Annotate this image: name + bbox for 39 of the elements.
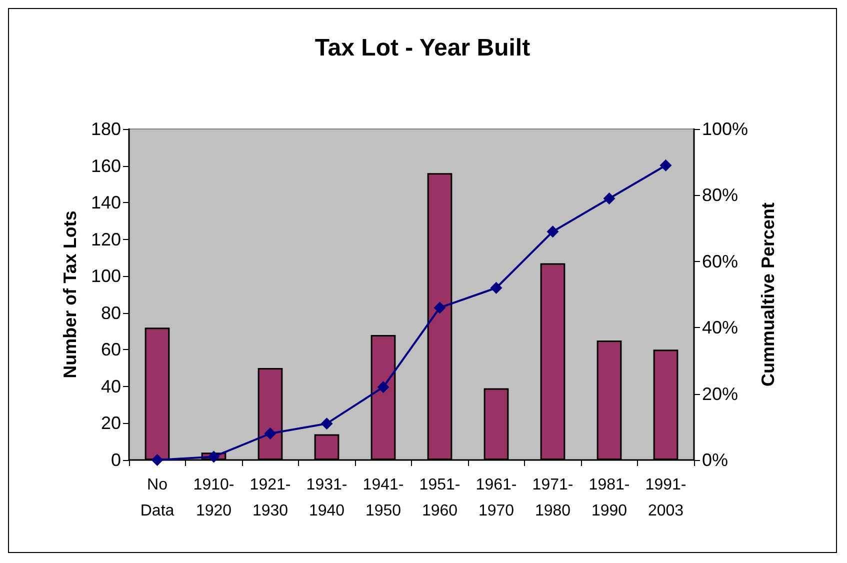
point — [546, 226, 559, 238]
y-tick-label: 100 — [90, 266, 121, 286]
y-tick-label: 40 — [100, 376, 121, 396]
x-tick-label: 1910- 1920 — [193, 476, 234, 520]
x-tick-label: 1941- 1950 — [362, 476, 404, 520]
x-tick-label: 1971- 1980 — [532, 476, 574, 520]
y-tick-label: 160 — [90, 156, 121, 176]
y-tick-label: 80 — [100, 302, 121, 323]
point — [208, 450, 220, 463]
point — [603, 192, 616, 205]
y2-tick-label: 80% — [702, 185, 738, 206]
y-tick-label: 20 — [100, 413, 121, 434]
y-tick-label: 120 — [90, 229, 121, 250]
x-tick-label: 1981- 1990 — [588, 476, 630, 520]
y2-tick-label: 20% — [702, 384, 738, 404]
x-tick-label: 1931- 1940 — [306, 476, 348, 520]
y-tick-label: 180 — [90, 119, 121, 139]
point — [377, 381, 390, 394]
y2-tick-label: 100% — [702, 119, 748, 139]
x-tick-label: 1921- 1930 — [250, 476, 291, 520]
point — [490, 282, 502, 294]
point — [320, 418, 333, 430]
point — [264, 428, 276, 440]
x-tick-label: 1951- 1960 — [419, 476, 460, 520]
point — [151, 454, 164, 466]
y2-tick-label: 60% — [702, 251, 738, 272]
point — [660, 159, 672, 172]
chart-title: Tax Lot - Year Built — [314, 34, 530, 62]
y2-tick-label: 0% — [702, 450, 728, 470]
y-axis-title: Number of Tax Lots — [60, 210, 80, 378]
y-tick-label: 140 — [90, 192, 121, 213]
point — [434, 302, 446, 314]
y-tick-label: 60 — [100, 340, 121, 360]
x-tick-label: 1991- 2003 — [645, 476, 686, 520]
x-tick-label: No Data — [140, 476, 174, 520]
x-tick-label: 1961- 1970 — [476, 476, 517, 520]
y-tick-label: 0 — [110, 450, 121, 470]
y2-axis-title: Cummualtive Percent — [758, 202, 778, 387]
y2-tick-label: 40% — [702, 318, 738, 338]
